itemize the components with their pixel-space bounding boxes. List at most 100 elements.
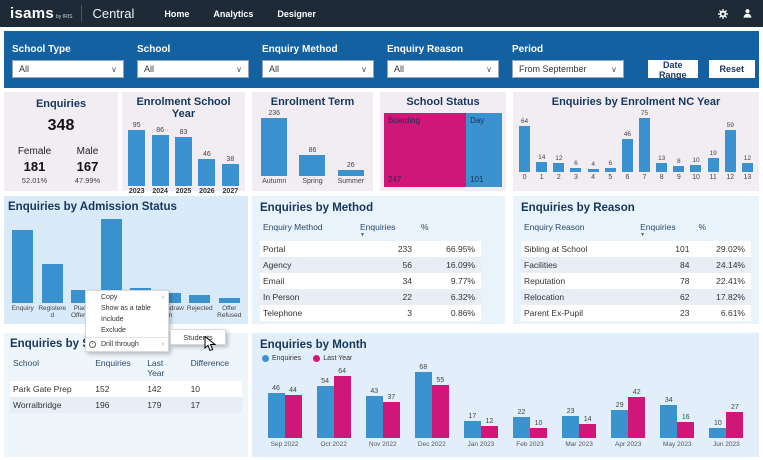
- nc-year-bar[interactable]: [519, 126, 531, 172]
- enquiries-bar[interactable]: [365, 396, 383, 438]
- last-year-bar[interactable]: [431, 385, 449, 438]
- date-range-button[interactable]: Date Range: [648, 60, 698, 80]
- table-row[interactable]: Reputation 78 22.41%: [521, 273, 751, 289]
- bar-cluster: 10 27: [709, 372, 744, 438]
- nav-analytics[interactable]: Analytics: [213, 8, 254, 19]
- treemap-segment-day[interactable]: Day 101: [466, 113, 502, 187]
- nc-year-bar[interactable]: [604, 168, 616, 172]
- enrolment-school-year-bar[interactable]: [151, 135, 169, 186]
- column-header-enquiry-method[interactable]: Enquiry Method: [260, 219, 357, 241]
- filter-select-enquiry-reason[interactable]: All ∨: [387, 60, 499, 78]
- column-header-last-year[interactable]: Last Year: [144, 355, 187, 381]
- enrolment-school-year-bar[interactable]: [221, 164, 239, 186]
- table-row[interactable]: Portal 233 66.95%: [260, 241, 481, 257]
- nc-year-bar[interactable]: [553, 163, 565, 172]
- enrolment-school-year-bar[interactable]: [128, 130, 146, 186]
- nc-year-bar[interactable]: [690, 165, 702, 172]
- nc-year-bar[interactable]: [673, 166, 685, 172]
- nc-year-bar[interactable]: [536, 162, 548, 172]
- admission-status-bar[interactable]: [41, 264, 63, 303]
- enquiries-bar[interactable]: [611, 410, 629, 438]
- enrolment-term-bar[interactable]: [261, 118, 288, 176]
- column-header-enquiries[interactable]: Enquiries ▼: [357, 219, 418, 241]
- admission-status-bar[interactable]: [100, 219, 122, 303]
- last-year-bar[interactable]: [480, 426, 498, 438]
- male-percent: 47.99%: [74, 176, 101, 185]
- settings-gear-icon[interactable]: [717, 8, 729, 20]
- menu-item-drill-through[interactable]: › Drill through ›: [86, 339, 168, 350]
- enrolment-school-year-bar[interactable]: [198, 159, 216, 186]
- enquiries-bar[interactable]: [562, 416, 580, 438]
- menu-item-students[interactable]: Students: [170, 329, 226, 345]
- enrolment-term-bar[interactable]: [337, 170, 364, 176]
- nc-year-bar[interactable]: [656, 163, 668, 172]
- enquiries-bar[interactable]: [414, 372, 432, 438]
- enquiries-bar[interactable]: [513, 417, 531, 438]
- table-row[interactable]: Facilities 84 24.14%: [521, 257, 751, 273]
- nc-year-bar[interactable]: [621, 139, 633, 172]
- enrolment-school-year-bar[interactable]: [175, 137, 193, 186]
- menu-item-exclude[interactable]: Exclude: [86, 325, 168, 336]
- menu-item-include[interactable]: Include: [86, 314, 168, 325]
- last-year-bar[interactable]: [284, 395, 302, 438]
- reset-button[interactable]: Reset: [708, 60, 756, 78]
- user-account-icon[interactable]: [742, 8, 753, 19]
- table-row[interactable]: Parent Ex-Pupil 23 6.61%: [521, 305, 751, 321]
- column-header-enquiry-reason[interactable]: Enquiry Reason: [521, 219, 637, 241]
- table-cell: 9.77%: [418, 273, 481, 289]
- nav-home[interactable]: Home: [164, 8, 190, 19]
- nav-designer[interactable]: Designer: [277, 8, 316, 19]
- nc-year-bar[interactable]: [724, 130, 736, 172]
- last-year-bar[interactable]: [628, 397, 646, 438]
- column-header-enquiries[interactable]: Enquiries ▼: [637, 219, 695, 241]
- treemap-segment-boarding[interactable]: Boarding 247: [384, 113, 467, 187]
- table-row[interactable]: Worralbridge 196 179 17: [10, 397, 242, 413]
- last-year-bar[interactable]: [333, 376, 351, 438]
- table-row[interactable]: Park Gate Prep 152 142 10: [10, 381, 242, 397]
- enquiries-bar[interactable]: [660, 405, 678, 438]
- last-year-bar[interactable]: [579, 424, 597, 438]
- nc-year-bar[interactable]: [707, 158, 719, 172]
- admission-status-bar[interactable]: [218, 298, 240, 303]
- nc-year-bar[interactable]: [639, 118, 651, 172]
- column-header-school[interactable]: School: [10, 355, 92, 381]
- last-year-bar[interactable]: [530, 428, 548, 438]
- column-header-blank[interactable]: %: [695, 219, 751, 241]
- nc-year-bar[interactable]: [741, 163, 753, 172]
- menu-item-show-as-a-table[interactable]: Show as a table: [86, 303, 168, 314]
- table-row[interactable]: Relocation 62 17.82%: [521, 289, 751, 305]
- column-header-difference[interactable]: Difference: [188, 355, 242, 381]
- enquiries-bar[interactable]: [709, 428, 727, 438]
- table-row[interactable]: Telephone 3 0.86%: [260, 305, 481, 321]
- table-row[interactable]: Agency 56 16.09%: [260, 257, 481, 273]
- nc-year-bar[interactable]: [587, 169, 599, 172]
- last-year-bar[interactable]: [726, 412, 744, 438]
- nc-year-chart: 64 0 14 1 12 2 6 3 4 4 6 5 46 6 75 7 13 8 8 9 10 10 19 11 59 12 12…: [516, 110, 756, 182]
- enquiries-bar[interactable]: [316, 386, 334, 438]
- filter-select-school[interactable]: All ∨: [137, 60, 249, 78]
- filter-select-school-type[interactable]: All ∨: [12, 60, 124, 78]
- menu-item-copy[interactable]: Copy ›: [86, 292, 168, 303]
- legend-item-last-year[interactable]: Last Year: [313, 355, 352, 362]
- admission-status-bar[interactable]: [12, 230, 34, 303]
- last-year-bar[interactable]: [677, 422, 695, 438]
- enrolment-term-bar[interactable]: [299, 155, 326, 176]
- table-row[interactable]: Sibling at School 101 29.02%: [521, 241, 751, 257]
- table-row[interactable]: In Person 22 6.32%: [260, 289, 481, 305]
- enquiries-bar[interactable]: [463, 421, 481, 438]
- menu-item-label: Copy: [101, 293, 118, 301]
- category-label: Rejected: [186, 305, 213, 312]
- nc-year-bar[interactable]: [570, 168, 582, 172]
- legend-item-enquiries[interactable]: Enquiries: [262, 355, 301, 362]
- admission-status-bar[interactable]: [189, 295, 211, 303]
- category-label: 11: [709, 174, 717, 181]
- filter-select-enquiry-method[interactable]: All ∨: [262, 60, 374, 78]
- filter-select-period[interactable]: From September ∨: [512, 60, 624, 78]
- column-header-enquiries[interactable]: Enquiries: [92, 355, 144, 381]
- admission-status-bar[interactable]: [159, 293, 181, 303]
- column-header-blank[interactable]: %: [418, 219, 481, 241]
- enquiries-bar[interactable]: [267, 393, 285, 438]
- last-year-bar[interactable]: [382, 402, 400, 438]
- isams-logo[interactable]: isams by IRIS: [10, 6, 72, 21]
- table-row[interactable]: Email 34 9.77%: [260, 273, 481, 289]
